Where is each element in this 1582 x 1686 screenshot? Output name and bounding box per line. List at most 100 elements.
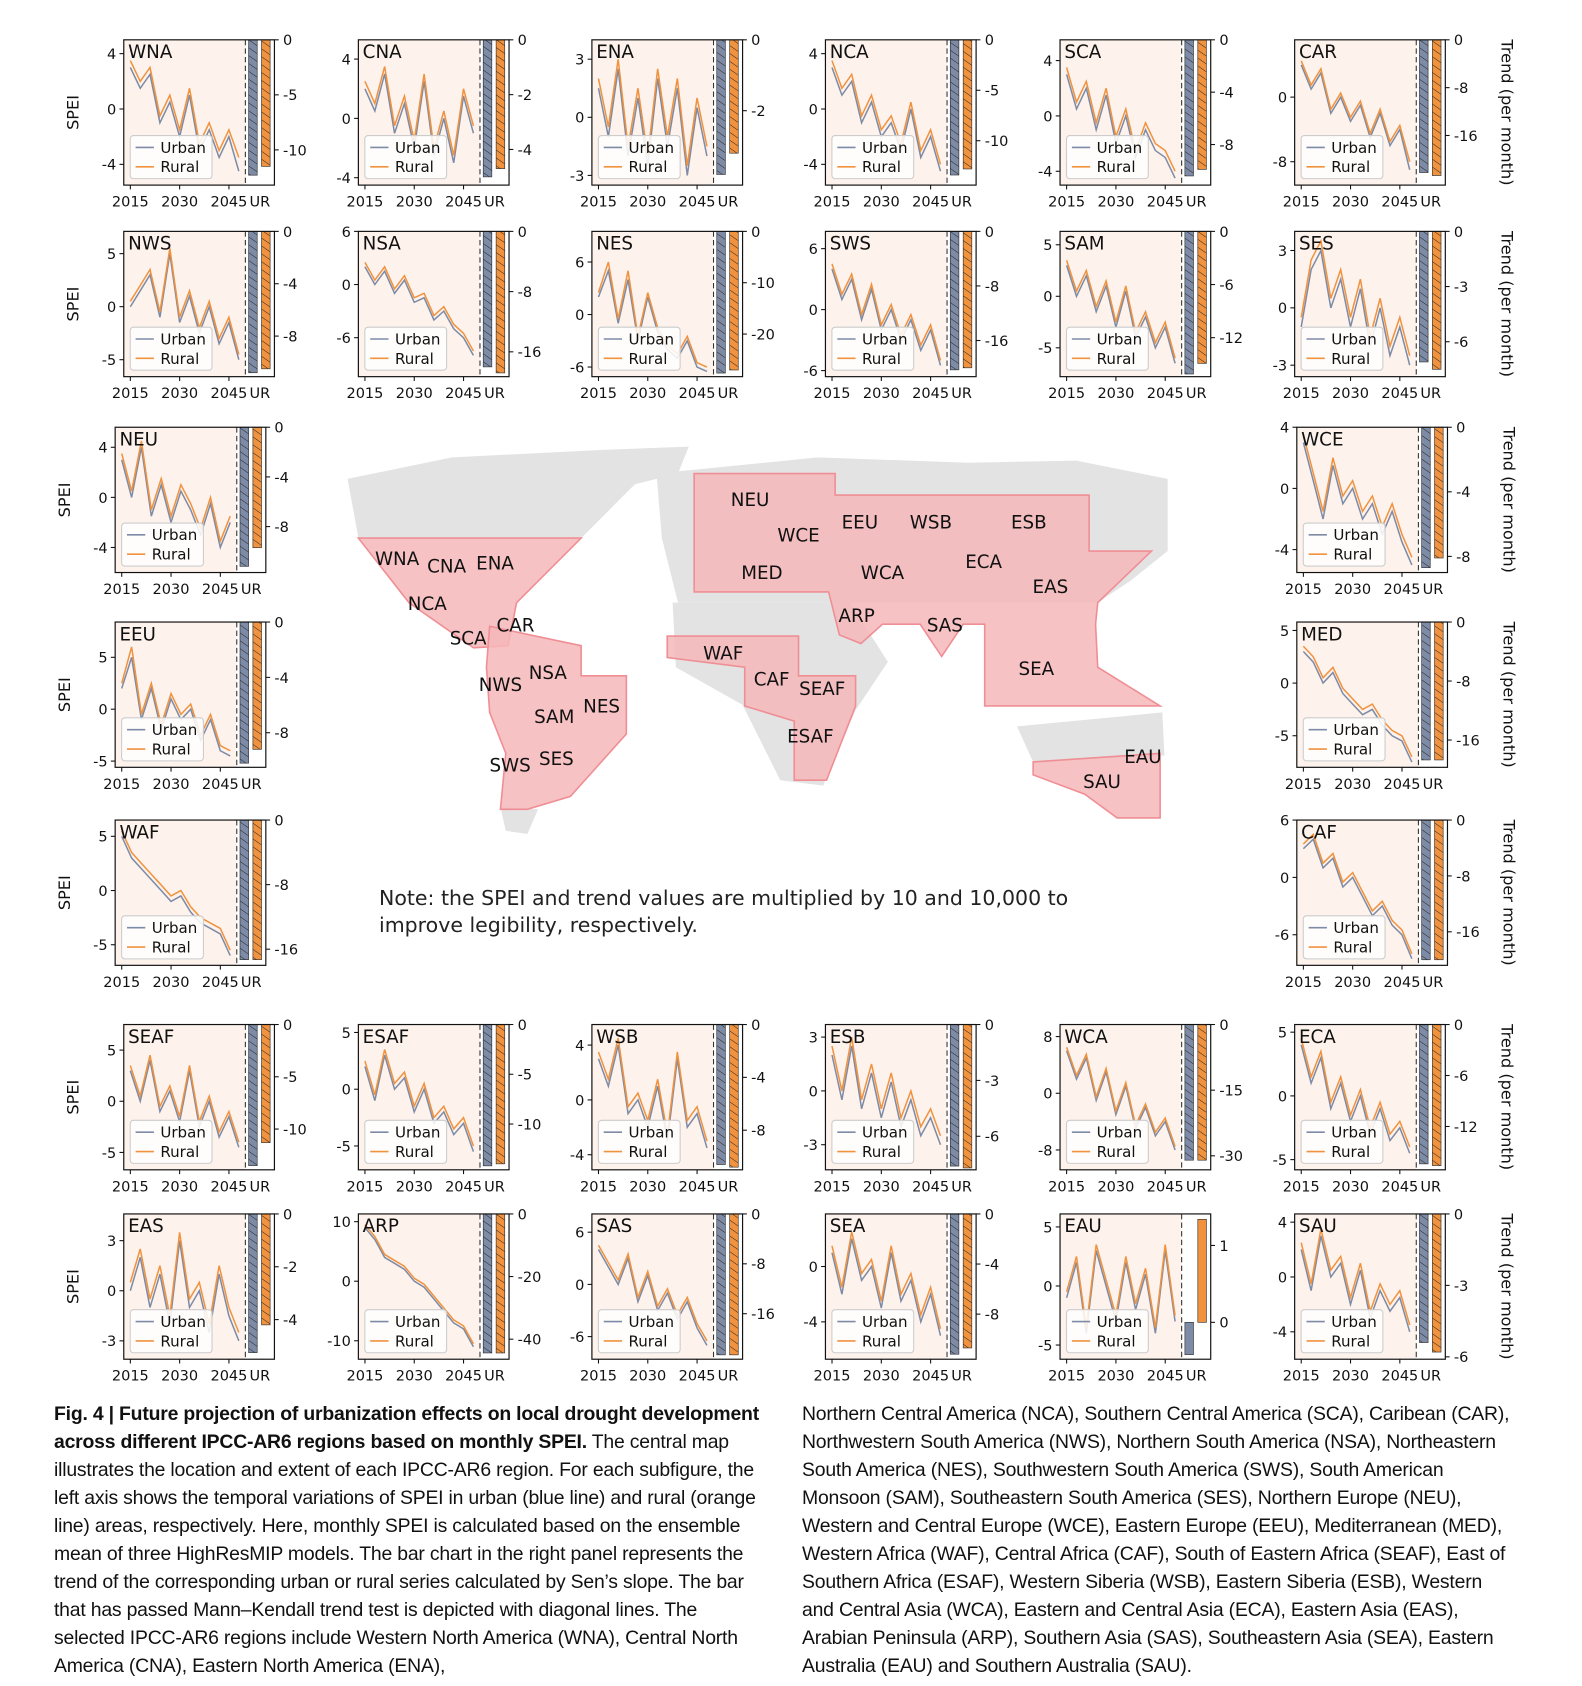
x-tick-label: 2030	[629, 386, 666, 402]
trend-bar-hatch	[252, 622, 262, 750]
x-tick-label: 2030	[396, 1369, 433, 1385]
y-tick-label: 6	[809, 242, 818, 258]
x-tick-label: 2030	[1334, 975, 1371, 991]
y2-tick-label: -4	[283, 277, 297, 293]
trend-bar-hatch	[1432, 39, 1442, 176]
series-line-rural	[831, 1036, 942, 1136]
trend-bar-hatch	[496, 231, 505, 373]
caption-title: Fig. 4 | Future projection of urbanizati…	[54, 1403, 759, 1453]
frame	[1059, 39, 1212, 186]
panel-title: WSB	[596, 1027, 638, 1048]
trend-bar-hatch	[252, 820, 262, 960]
trend-bar-hatch	[261, 1024, 271, 1143]
y-tick-label: 0	[98, 703, 107, 719]
y-tick-label: 3	[107, 1234, 116, 1250]
frame	[114, 621, 267, 768]
y2-tick-label: 0	[274, 615, 283, 631]
y2-tick-label: 1	[1219, 1239, 1228, 1255]
series-line-rural	[831, 1231, 942, 1329]
panel-title: ARP	[363, 1216, 399, 1237]
x-tick-label: 2045	[679, 195, 716, 211]
y2-axis-label: Trend (per month)	[1497, 1023, 1516, 1170]
x-tick-label: 2045	[210, 1179, 247, 1195]
x-tick-label: 2045	[445, 1369, 482, 1385]
panel-title: WNA	[128, 42, 173, 63]
region-label: EEU	[842, 512, 878, 533]
legend-label: Rural	[1097, 1143, 1136, 1161]
y2-tick-label: 0	[751, 1207, 760, 1223]
y-tick-label: 5	[98, 651, 107, 667]
series-line-urban	[597, 267, 708, 373]
x-tick-label: 2045	[1381, 1369, 1418, 1385]
y-axis-label: SPEI	[55, 482, 74, 517]
y-tick-label: -5	[102, 1146, 116, 1162]
y2-tick-label: -16	[274, 943, 298, 959]
y2-tick-label: 0	[1454, 33, 1463, 49]
y-tick-label: 0	[809, 1084, 818, 1100]
panel: -6 0 6 0 -8 -16 2015 2030 2045 UR NSA Urban Rural	[336, 225, 541, 402]
panel-title: EAS	[128, 1216, 164, 1237]
panel-title: MED	[1301, 624, 1342, 645]
trend-bar-hatch	[729, 39, 739, 154]
legend-label: Rural	[628, 158, 667, 176]
y2-tick-label: 0	[1454, 1207, 1463, 1223]
y2-tick-label: -8	[283, 329, 297, 345]
panel-title: SES	[1299, 234, 1334, 255]
series-line-urban	[1065, 74, 1176, 179]
y-tick-label: -5	[93, 938, 107, 954]
x-tick-label: 2015	[1283, 195, 1320, 211]
frame	[1059, 1213, 1212, 1360]
y2-tick-label: -6	[1454, 1069, 1468, 1085]
trend-bar-hatch	[483, 1213, 492, 1353]
region-area	[693, 472, 1163, 707]
figure: NEU WCE EEU WSB ESB MED WCA ECA EAS ARP SAS SEA WAF C…	[55, 33, 1519, 1385]
frame	[123, 1023, 276, 1171]
legend-label: Rural	[1097, 350, 1136, 368]
trend-bar-hatch	[483, 231, 492, 367]
panel: -5 0 5 0 -4 -8 2015 2030 2045 UR NWS Urban Rural SPEI	[64, 225, 298, 402]
x-tick-label: 2015	[1283, 1369, 1320, 1385]
region-label: EAU	[1124, 747, 1161, 768]
y2-tick-label: -20	[751, 327, 775, 343]
trend-bar-hatch	[252, 427, 262, 548]
legend-label: Rural	[862, 350, 901, 368]
legend-label: Urban	[1331, 1124, 1377, 1142]
frame	[114, 819, 267, 966]
y2-tick-label: 0	[518, 33, 527, 49]
frame	[357, 39, 510, 186]
x-tick-label: 2045	[1384, 777, 1421, 793]
y-tick-label: -6	[1275, 928, 1289, 944]
x-tick-label: 2015	[112, 195, 149, 211]
x-tick-label: 2045	[1384, 582, 1421, 598]
y-tick-label: -4	[1273, 1325, 1287, 1341]
x-tick-label: 2015	[1048, 386, 1085, 402]
x-tick-label: 2045	[1147, 195, 1184, 211]
trend-bar-hatch	[950, 39, 959, 176]
panel-title: WCE	[1301, 430, 1343, 451]
x-tick-label: 2015	[580, 1179, 617, 1195]
y2-tick-label: 0	[1454, 225, 1463, 241]
y-tick-label: 4	[1278, 1216, 1287, 1232]
y-tick-label: 0	[1278, 91, 1287, 107]
region-label: CAF	[754, 670, 790, 691]
y-tick-label: 10	[332, 1215, 350, 1231]
panel-title: ECA	[1299, 1027, 1336, 1048]
y2-tick-label: -16	[751, 1307, 775, 1323]
bar-tick-label: UR	[1420, 195, 1441, 211]
trend-bar-hatch	[1197, 231, 1207, 364]
x-tick-label: 2045	[912, 386, 949, 402]
y-tick-label: 0	[98, 884, 107, 900]
trend-bar-hatch	[729, 1213, 739, 1355]
x-tick-label: 2015	[814, 195, 851, 211]
trend-bar	[1197, 1218, 1207, 1323]
y2-tick-label: 0	[283, 1207, 292, 1223]
series-line-urban	[831, 1238, 942, 1336]
y-tick-label: 6	[575, 1226, 584, 1242]
trend-bar-hatch	[1419, 231, 1429, 362]
